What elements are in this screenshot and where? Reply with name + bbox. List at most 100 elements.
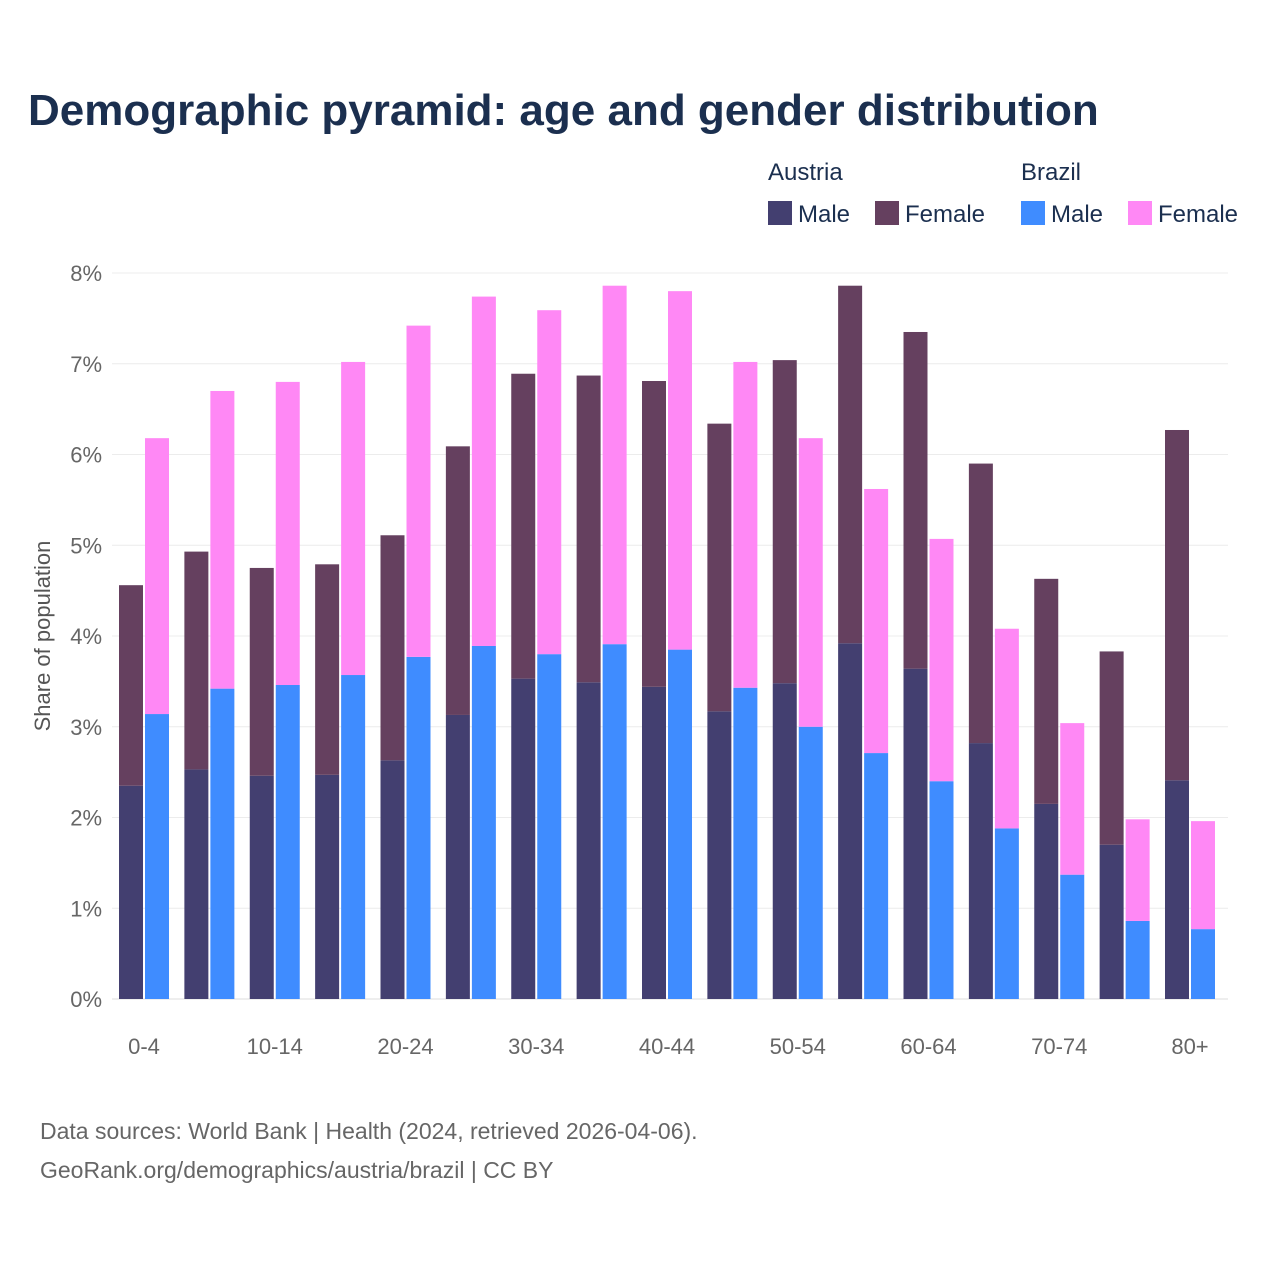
x-tick-label: 20-24 bbox=[377, 1034, 433, 1059]
bar-austria-female-25-29 bbox=[445, 446, 470, 715]
bar-austria-male-25-29 bbox=[445, 714, 470, 999]
legend-group-title: Austria bbox=[768, 159, 843, 186]
bar-austria-male-20-24 bbox=[380, 760, 405, 999]
bar-brazil-male-5-9 bbox=[210, 688, 235, 999]
bar-brazil-male-15-19 bbox=[341, 675, 366, 999]
bar-brazil-female-70-74 bbox=[1060, 723, 1085, 875]
y-tick-label: 8% bbox=[70, 261, 102, 286]
bar-austria-male-75-79 bbox=[1099, 844, 1124, 999]
y-tick-label: 0% bbox=[70, 987, 102, 1012]
bar-austria-female-0-4 bbox=[119, 585, 143, 786]
legend-group-title: Brazil bbox=[1021, 159, 1081, 186]
bar-austria-female-45-49 bbox=[707, 423, 732, 712]
bar-brazil-male-55-59 bbox=[864, 753, 889, 999]
bar-austria-male-45-49 bbox=[707, 711, 732, 999]
bar-brazil-female-45-49 bbox=[733, 361, 758, 688]
y-tick-label: 5% bbox=[70, 533, 102, 558]
y-axis-ticks: 0% 1% 2% 3% 4% 5% 6% 7% 8% bbox=[70, 261, 102, 1012]
bar-austria-male-55-59 bbox=[838, 643, 863, 999]
bar-austria-male-65-69 bbox=[968, 743, 993, 999]
bar-brazil-male-50-54 bbox=[798, 726, 823, 999]
bar-brazil-female-60-64 bbox=[929, 538, 954, 782]
x-tick-label: 70-74 bbox=[1031, 1034, 1087, 1059]
x-tick-label: 60-64 bbox=[900, 1034, 956, 1059]
source-line-2: GeoRank.org/demographics/austria/brazil … bbox=[40, 1157, 553, 1183]
bar-austria-female-75-79 bbox=[1099, 651, 1124, 845]
bar-austria-male-30-34 bbox=[511, 678, 536, 999]
bar-austria-female-80+ bbox=[1165, 429, 1189, 781]
bar-austria-female-20-24 bbox=[380, 535, 405, 761]
bars bbox=[119, 285, 1215, 999]
bar-austria-female-10-14 bbox=[249, 567, 274, 776]
legend-label: Female bbox=[1158, 201, 1238, 228]
bar-brazil-male-40-44 bbox=[668, 649, 692, 999]
bar-austria-female-5-9 bbox=[184, 551, 209, 770]
bar-austria-male-35-39 bbox=[576, 682, 601, 999]
bar-brazil-female-5-9 bbox=[210, 390, 235, 689]
bar-brazil-male-25-29 bbox=[471, 645, 496, 999]
y-axis-label: Share of population bbox=[30, 541, 55, 732]
legend-swatch-brazil-female bbox=[1128, 201, 1152, 225]
bar-brazil-female-20-24 bbox=[406, 325, 431, 657]
x-tick-label: 40-44 bbox=[639, 1034, 695, 1059]
x-axis-ticks: 0-4 10-14 20-24 30-34 40-44 50-54 60-64 70-74 80… bbox=[128, 1034, 1209, 1059]
chart-title: Demographic pyramid: age and gender dist… bbox=[28, 86, 1099, 135]
bar-austria-female-15-19 bbox=[315, 564, 340, 775]
bar-austria-male-10-14 bbox=[249, 775, 274, 999]
bar-brazil-female-65-69 bbox=[994, 628, 1019, 829]
bar-austria-female-35-39 bbox=[576, 375, 601, 683]
bar-austria-male-40-44 bbox=[642, 686, 666, 999]
bar-brazil-male-30-34 bbox=[537, 654, 562, 999]
bar-austria-male-15-19 bbox=[315, 774, 340, 999]
bar-brazil-female-55-59 bbox=[864, 488, 889, 754]
bar-austria-male-5-9 bbox=[184, 769, 209, 999]
legend-label: Male bbox=[1051, 201, 1103, 228]
bar-austria-female-70-74 bbox=[1034, 578, 1059, 804]
bar-austria-male-50-54 bbox=[772, 683, 797, 999]
bar-austria-female-30-34 bbox=[511, 373, 536, 679]
bar-brazil-male-35-39 bbox=[602, 644, 627, 999]
bar-austria-female-65-69 bbox=[968, 463, 993, 744]
bar-brazil-male-0-4 bbox=[145, 714, 169, 999]
legend-label: Male bbox=[798, 201, 850, 228]
bar-brazil-male-80+ bbox=[1191, 929, 1215, 999]
bar-brazil-male-60-64 bbox=[929, 781, 954, 999]
bar-brazil-male-10-14 bbox=[275, 685, 300, 999]
bar-brazil-female-25-29 bbox=[471, 296, 496, 646]
bar-brazil-female-0-4 bbox=[145, 438, 169, 715]
bar-brazil-female-80+ bbox=[1191, 821, 1215, 930]
y-tick-label: 2% bbox=[70, 806, 102, 831]
bar-brazil-male-75-79 bbox=[1125, 920, 1150, 999]
bar-austria-male-0-4 bbox=[119, 785, 143, 999]
legend-swatch-austria-male bbox=[768, 201, 792, 225]
bar-austria-male-70-74 bbox=[1034, 803, 1059, 999]
bar-brazil-male-65-69 bbox=[994, 828, 1019, 999]
x-tick-label: 0-4 bbox=[128, 1034, 160, 1059]
source-line-1: Data sources: World Bank | Health (2024,… bbox=[40, 1118, 698, 1144]
bar-austria-female-55-59 bbox=[838, 285, 863, 644]
y-tick-label: 1% bbox=[70, 896, 102, 921]
x-tick-label: 30-34 bbox=[508, 1034, 564, 1059]
bar-brazil-female-50-54 bbox=[798, 438, 823, 727]
bar-austria-female-40-44 bbox=[642, 380, 666, 687]
bar-austria-female-50-54 bbox=[772, 360, 797, 684]
x-tick-label: 80+ bbox=[1171, 1034, 1208, 1059]
y-tick-label: 4% bbox=[70, 624, 102, 649]
legend-label: Female bbox=[905, 201, 985, 228]
bar-brazil-female-15-19 bbox=[341, 361, 366, 676]
bar-brazil-female-10-14 bbox=[275, 381, 300, 686]
bar-austria-male-80+ bbox=[1165, 780, 1189, 999]
bar-austria-male-60-64 bbox=[903, 668, 928, 999]
y-tick-label: 6% bbox=[70, 443, 102, 468]
y-tick-label: 7% bbox=[70, 352, 102, 377]
bar-austria-female-60-64 bbox=[903, 331, 928, 669]
bar-brazil-female-40-44 bbox=[668, 291, 692, 650]
legend-swatch-brazil-male bbox=[1021, 201, 1045, 225]
legend-swatch-austria-female bbox=[875, 201, 899, 225]
bar-brazil-female-35-39 bbox=[602, 285, 627, 645]
bar-brazil-male-70-74 bbox=[1060, 874, 1085, 999]
bar-brazil-male-45-49 bbox=[733, 687, 758, 999]
y-tick-label: 3% bbox=[70, 715, 102, 740]
bar-brazil-female-30-34 bbox=[537, 310, 562, 655]
x-tick-label: 10-14 bbox=[247, 1034, 303, 1059]
